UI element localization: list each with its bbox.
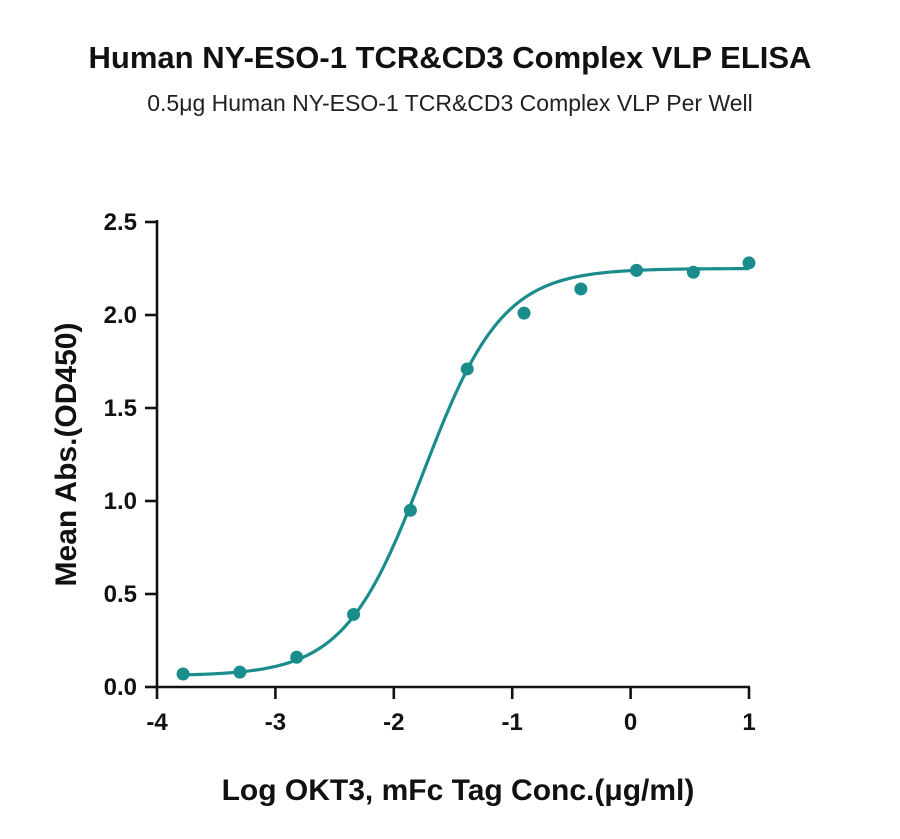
data-point <box>347 607 361 621</box>
x-tick-label: 0 <box>624 709 637 736</box>
data-point <box>176 667 190 681</box>
chart-title: Human NY-ESO-1 TCR&CD3 Complex VLP ELISA <box>88 40 812 75</box>
x-tick-label: -2 <box>383 709 404 736</box>
data-point <box>403 503 417 517</box>
fit-curve <box>183 267 750 677</box>
y-tick-label: 0.5 <box>104 581 137 608</box>
x-tick-label: -1 <box>502 709 523 736</box>
data-point <box>290 650 304 664</box>
y-axis-label: Mean Abs.(OD450) <box>50 323 83 587</box>
x-tick-label: -3 <box>265 709 286 736</box>
y-tick-label: 2.5 <box>104 209 137 236</box>
data-point <box>460 362 474 376</box>
x-axis-label: Log OKT3, mFc Tag Conc.(μg/ml) <box>222 774 695 807</box>
data-point <box>574 282 588 296</box>
data-point <box>686 265 700 279</box>
y-tick-label: 0.0 <box>104 674 137 701</box>
data-point <box>517 306 531 320</box>
data-point <box>742 256 756 270</box>
chart-subtitle: 0.5μg Human NY-ESO-1 TCR&CD3 Complex VLP… <box>147 90 753 116</box>
y-tick-label: 2.0 <box>104 302 137 329</box>
x-tick-label: -4 <box>146 709 168 736</box>
data-point <box>630 263 644 277</box>
data-point <box>233 665 247 679</box>
y-tick-label: 1.0 <box>104 488 137 515</box>
y-tick-label: 1.5 <box>104 395 137 422</box>
x-tick-label: 1 <box>742 709 755 736</box>
